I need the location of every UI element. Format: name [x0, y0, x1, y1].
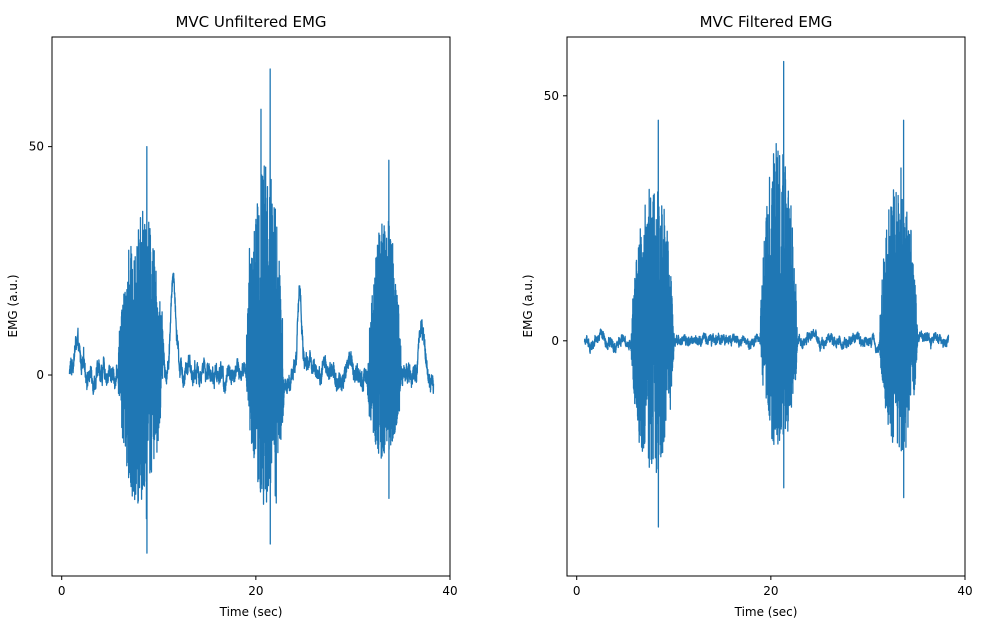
- x-tick-label: 40: [957, 584, 972, 598]
- plot-frame: [566, 36, 966, 577]
- x-axis-label: Time (sec): [219, 605, 283, 619]
- chart-unfiltered-emg: MVC Unfiltered EMG Time (sec) EMG (a.u.)…: [6, 13, 458, 619]
- series-line-unfiltered: [68, 68, 435, 554]
- axis-ticks: 0 20 40 0 50: [544, 89, 973, 598]
- chart-title: MVC Filtered EMG: [700, 13, 833, 31]
- x-tick-label: 20: [248, 584, 263, 598]
- y-axis-label: EMG (a.u.): [6, 275, 20, 338]
- x-tick-label: 40: [442, 584, 457, 598]
- chart-title: MVC Unfiltered EMG: [175, 13, 326, 31]
- x-axis-label: Time (sec): [734, 605, 798, 619]
- axis-ticks: 0 20 40 0 50: [29, 140, 458, 598]
- y-tick-label: 0: [551, 334, 559, 348]
- y-axis-label: EMG (a.u.): [521, 275, 535, 338]
- y-tick-label: 50: [544, 89, 559, 103]
- x-tick-label: 0: [573, 584, 581, 598]
- x-tick-label: 20: [763, 584, 778, 598]
- plot-frame: [51, 36, 451, 577]
- y-tick-label: 50: [29, 140, 44, 154]
- series-line-filtered: [583, 60, 950, 528]
- x-tick-label: 0: [58, 584, 66, 598]
- y-tick-label: 0: [36, 368, 44, 382]
- chart-filtered-emg: MVC Filtered EMG Time (sec) EMG (a.u.) 0…: [521, 13, 973, 619]
